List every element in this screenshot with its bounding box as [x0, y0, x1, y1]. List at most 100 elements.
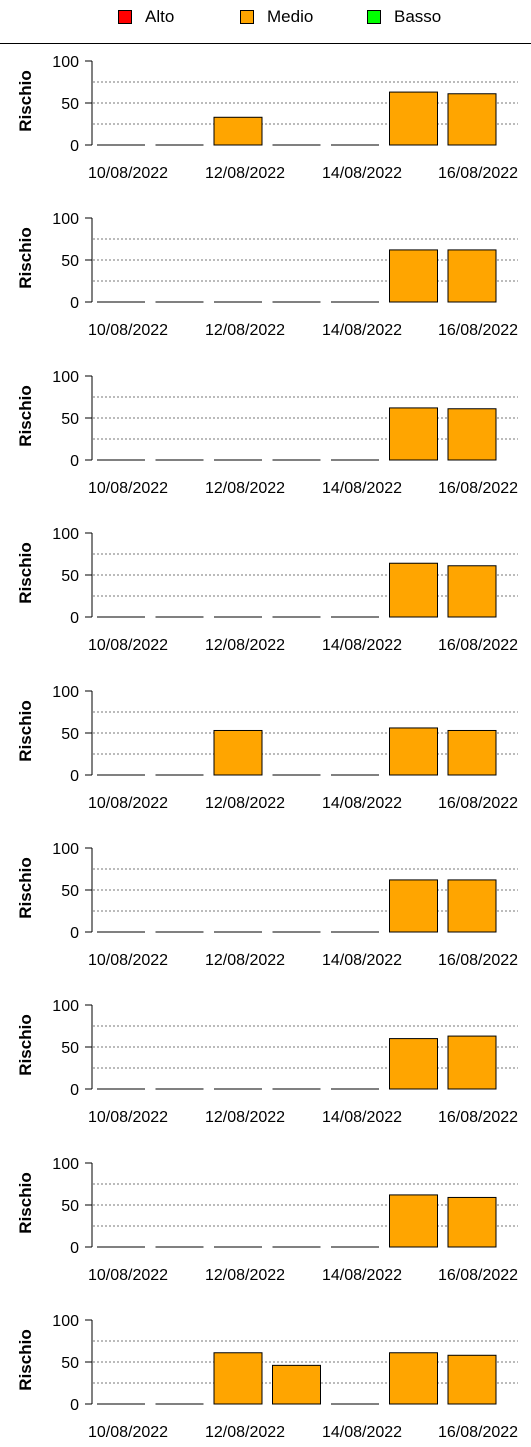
x-tick-label: 10/08/2022: [88, 480, 168, 497]
y-axis: 0 50 100: [52, 841, 93, 942]
y-axis-label: Rischio: [16, 385, 35, 446]
y-axis-label: Rischio: [16, 228, 35, 289]
x-tick-label: 14/08/2022: [322, 1424, 402, 1441]
x-tick-label: 10/08/2022: [88, 322, 168, 339]
bar-16/08/2022: [447, 408, 497, 461]
x-tick-label: 12/08/2022: [205, 637, 285, 654]
chart-7: 0 50 100 Rischio 10/08/2022 12/08/2022 14/08/2…: [16, 998, 518, 1126]
y-tick-label: 100: [52, 998, 79, 1015]
y-tick-label: 0: [70, 1240, 79, 1257]
chart-6: 0 50 100 Rischio 10/08/2022 12/08/2022 14/08/2…: [16, 841, 518, 969]
y-tick-label: 50: [61, 1355, 79, 1372]
y-axis: 0 50 100: [52, 1156, 93, 1257]
y-axis: 0 50 100: [52, 369, 93, 470]
legend-item-medio: Medio: [240, 7, 313, 26]
x-tick-label: 14/08/2022: [322, 1267, 402, 1284]
legend-label-basso: Basso: [394, 7, 442, 26]
y-tick-label: 0: [70, 295, 79, 312]
y-tick-label: 100: [52, 369, 79, 386]
y-axis: 0 50 100: [52, 526, 93, 627]
x-tick-label: 10/08/2022: [88, 165, 168, 182]
y-axis: 0 50 100: [52, 684, 93, 785]
bar-16/08/2022: [447, 1035, 497, 1090]
y-axis: 0 50 100: [52, 998, 93, 1099]
x-tick-label: 12/08/2022: [205, 1424, 285, 1441]
x-tick-label: 16/08/2022: [438, 952, 518, 969]
x-tick-label: 10/08/2022: [88, 637, 168, 654]
x-tick-label: 16/08/2022: [438, 1424, 518, 1441]
y-axis-label: Rischio: [16, 70, 35, 131]
y-axis: 0 50 100: [52, 1313, 93, 1414]
y-tick-label: 50: [61, 411, 79, 428]
bar-15/08/2022: [389, 249, 438, 303]
chart-9: 0 50 100 Rischio 10/08/2022 12/08/2022 14/08/2…: [16, 1313, 518, 1441]
chart-5: 0 50 100 Rischio 10/08/2022 12/08/2022 14/08/2…: [16, 684, 518, 812]
x-tick-label: 10/08/2022: [88, 1267, 168, 1284]
y-axis-label: Rischio: [16, 857, 35, 918]
bar-15/08/2022: [389, 91, 438, 146]
x-tick-label: 14/08/2022: [322, 637, 402, 654]
y-tick-label: 0: [70, 1397, 79, 1414]
bar-15/08/2022: [389, 407, 438, 461]
y-tick-label: 50: [61, 726, 79, 743]
legend-label-alto: Alto: [145, 7, 175, 26]
x-tick-label: 14/08/2022: [322, 480, 402, 497]
x-tick-label: 16/08/2022: [438, 795, 518, 812]
x-tick-label: 12/08/2022: [205, 322, 285, 339]
x-tick-label: 16/08/2022: [438, 637, 518, 654]
y-tick-label: 0: [70, 610, 79, 627]
x-tick-label: 14/08/2022: [322, 165, 402, 182]
bar-15/08/2022: [389, 562, 438, 618]
legend-item-alto: Alto: [118, 7, 175, 26]
chart-3: 0 50 100 Rischio 10/08/2022 12/08/2022 14/08/2…: [16, 369, 518, 497]
y-tick-label: 100: [52, 684, 79, 701]
chart-2: 0 50 100 Rischio 10/08/2022 12/08/2022 14/08/2…: [16, 211, 518, 339]
bar-16/08/2022: [447, 729, 497, 776]
legend-divider: [0, 43, 531, 44]
y-tick-label: 100: [52, 841, 79, 858]
bar-12/08/2022: [213, 1352, 263, 1405]
bar-12/08/2022: [213, 116, 263, 146]
y-tick-label: 0: [70, 138, 79, 155]
x-tick-label: 12/08/2022: [205, 165, 285, 182]
x-tick-label: 12/08/2022: [205, 952, 285, 969]
legend-swatch-alto: [118, 10, 132, 24]
y-tick-label: 0: [70, 768, 79, 785]
x-tick-label: 16/08/2022: [438, 322, 518, 339]
x-tick-label: 12/08/2022: [205, 1109, 285, 1126]
y-tick-label: 100: [52, 54, 79, 71]
y-tick-label: 100: [52, 1156, 79, 1173]
bar-15/08/2022: [389, 879, 438, 933]
y-axis-label: Rischio: [16, 700, 35, 761]
y-tick-label: 50: [61, 1198, 79, 1215]
y-tick-label: 0: [70, 925, 79, 942]
x-tick-label: 16/08/2022: [438, 1267, 518, 1284]
x-tick-label: 14/08/2022: [322, 795, 402, 812]
bar-15/08/2022: [389, 1352, 438, 1405]
chart-4: 0 50 100 Rischio 10/08/2022 12/08/2022 14/08/2…: [16, 526, 518, 654]
chart-1: 0 50 100 Rischio 10/08/2022 12/08/2022 14/08/2…: [16, 54, 518, 182]
y-tick-label: 50: [61, 883, 79, 900]
x-tick-label: 16/08/2022: [438, 1109, 518, 1126]
bar-16/08/2022: [447, 565, 497, 618]
bar-16/08/2022: [447, 93, 497, 146]
y-axis: 0 50 100: [52, 54, 93, 155]
x-tick-label: 12/08/2022: [205, 795, 285, 812]
legend: Alto Medio Basso: [0, 0, 531, 34]
legend-swatch-basso: [367, 10, 381, 24]
y-tick-label: 100: [52, 526, 79, 543]
x-tick-label: 14/08/2022: [322, 1109, 402, 1126]
bar-15/08/2022: [389, 1194, 438, 1248]
chart-8: 0 50 100 Rischio 10/08/2022 12/08/2022 14/08/2…: [16, 1156, 518, 1284]
bar-12/08/2022: [213, 729, 263, 776]
x-tick-label: 14/08/2022: [322, 322, 402, 339]
y-axis: 0 50 100: [52, 211, 93, 312]
bar-16/08/2022: [447, 1196, 497, 1248]
bar-15/08/2022: [389, 1038, 438, 1090]
y-tick-label: 50: [61, 96, 79, 113]
legend-swatch-medio: [240, 10, 254, 24]
x-tick-label: 14/08/2022: [322, 952, 402, 969]
x-tick-label: 16/08/2022: [438, 165, 518, 182]
y-tick-label: 50: [61, 1040, 79, 1057]
